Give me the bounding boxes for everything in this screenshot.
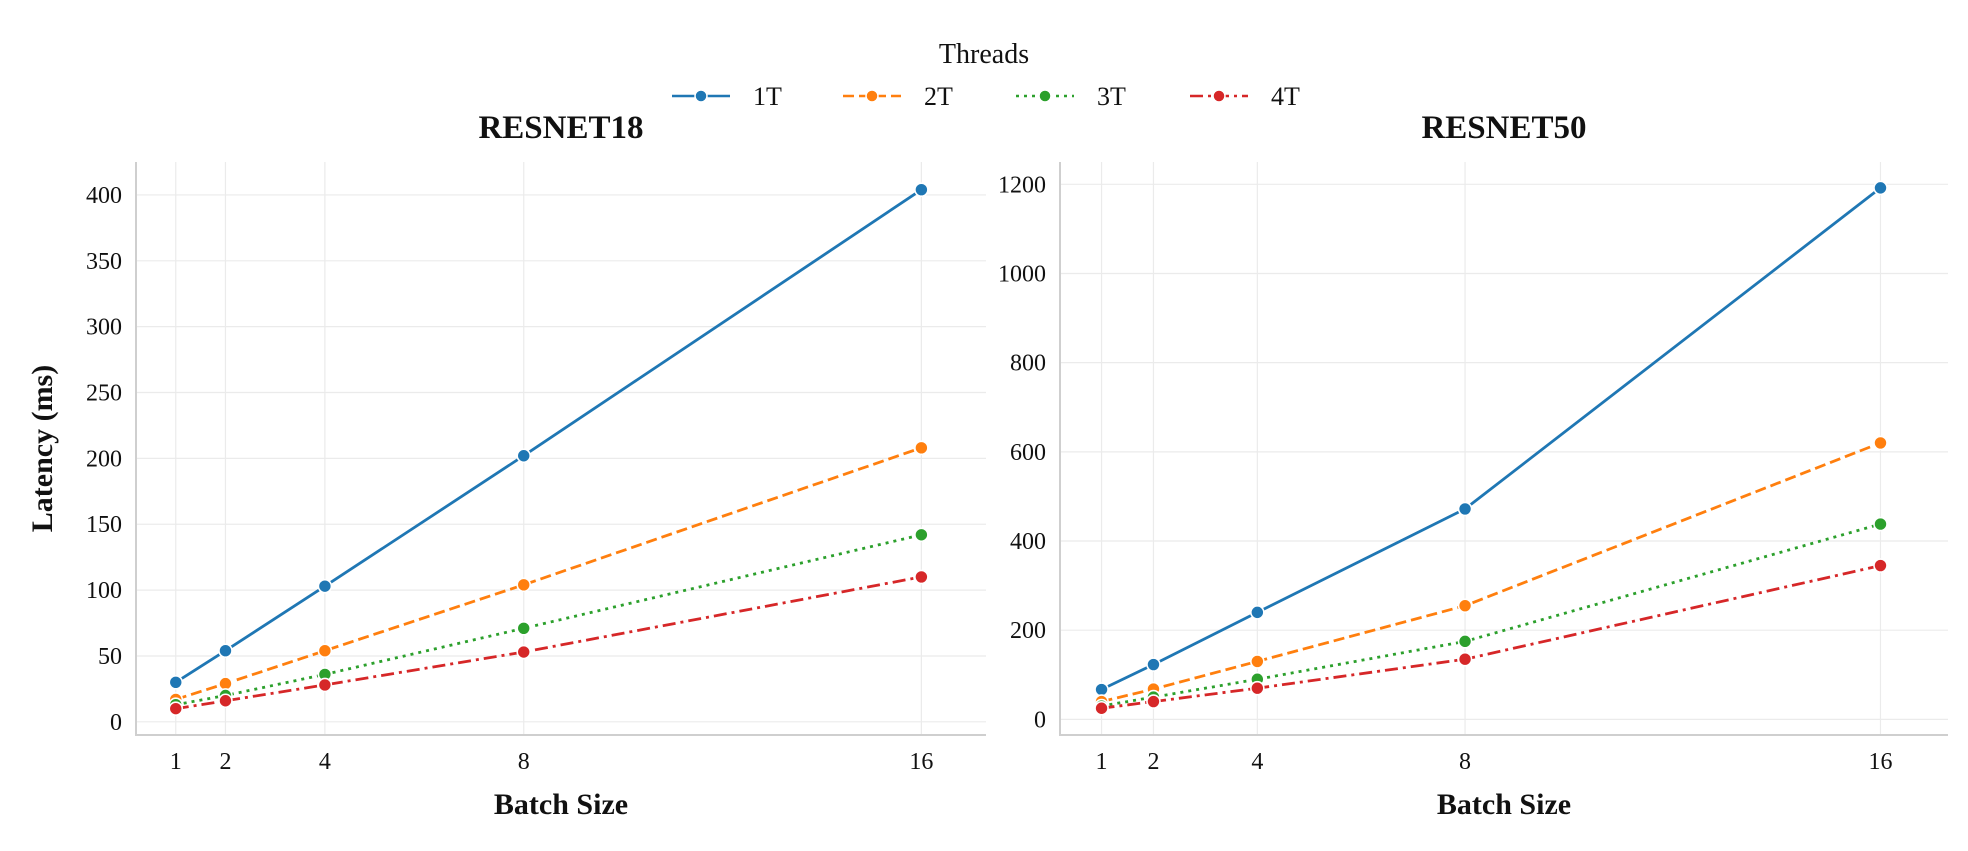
legend: Threads 1T 2T 3T 4T (672, 39, 1300, 111)
series-2t-point (1873, 435, 1888, 451)
series-1t-line (175, 188, 923, 684)
x-tick-label: 1 (1096, 749, 1108, 775)
series-3t-point (516, 621, 532, 636)
series-1t-point (168, 675, 184, 690)
y-tick-label: 600 (1010, 440, 1046, 466)
series-4t-point (1873, 558, 1888, 573)
y-tick-label: 400 (86, 183, 122, 209)
series-2t-point (516, 577, 532, 593)
legend-2t-label: 2T (924, 82, 953, 111)
series-2t-point (1457, 598, 1473, 613)
y-tick-label: 200 (86, 446, 122, 472)
x-tick-label: 16 (1868, 749, 1892, 775)
x-tick-label: 8 (1459, 749, 1471, 775)
series-1t-point (1094, 682, 1109, 697)
x-tick-label: 16 (909, 749, 933, 775)
series-2t-point (1250, 654, 1265, 669)
series-1t-line (1100, 186, 1882, 691)
legend-2t-marker-sample (865, 89, 879, 103)
legend-title: Threads (939, 39, 1029, 70)
x-tick-label: 4 (1251, 749, 1263, 775)
series-2t-line (175, 446, 922, 701)
x-tick-label: 8 (518, 749, 530, 775)
series-1t-point (1873, 180, 1888, 196)
series-4t-point (914, 569, 929, 585)
x-tick-label: 2 (219, 749, 231, 775)
x-axis-label: Batch Size (494, 788, 628, 821)
series-3t-line (175, 533, 922, 707)
y-tick-label: 1000 (998, 261, 1046, 287)
series-4t-point (1457, 651, 1473, 667)
y-tick-label: 250 (86, 381, 122, 407)
series-2t-line (1101, 441, 1882, 703)
series-4t-point (317, 677, 333, 693)
series-1t-point (1250, 605, 1265, 620)
y-tick-label: 400 (1010, 529, 1046, 555)
legend-1t-marker-sample (694, 89, 708, 103)
series-1t-point (1457, 501, 1473, 517)
series-4t-point (1146, 694, 1161, 709)
y-tick-label: 0 (1034, 707, 1046, 733)
series-1t-point (914, 182, 929, 197)
series-2t-point (218, 676, 233, 691)
axis-spines (135, 162, 986, 736)
y-tick-label: 350 (86, 249, 122, 275)
chart-panel-resnet50: 0 200 400 600 800 1000 1200 1 2 4 8 16 RESNET50 Batch… (998, 110, 1948, 821)
series-3t-point (1457, 634, 1473, 649)
series-4t-point (516, 644, 532, 660)
y-axis-label: Latency (ms) (26, 365, 59, 532)
y-tick-label: 1200 (998, 172, 1046, 198)
x-axis-label: Batch Size (1437, 788, 1571, 821)
series-3t-line (1101, 522, 1881, 708)
y-tick-label: 200 (1010, 618, 1046, 644)
series-4t-point (1250, 680, 1265, 696)
legend-1t-label: 1T (753, 82, 782, 111)
series-1t-point (317, 578, 333, 594)
series-1t-point (218, 643, 233, 658)
series-3t-point (1873, 516, 1888, 532)
series-4t-point (1094, 700, 1109, 716)
series-3t-point (914, 527, 929, 543)
series-4t-point (218, 693, 233, 709)
y-tick-label: 50 (98, 644, 122, 670)
chart-panel-resnet18: 0 50 100 150 200 250 300 350 400 1 2 4 8 16 RESNET18 Ba… (26, 110, 986, 821)
y-tick-label: 0 (110, 710, 122, 736)
y-tick-label: 800 (1010, 351, 1046, 377)
chart-title: RESNET50 (1421, 110, 1586, 146)
series-2t-point (914, 440, 929, 456)
legend-3t-label: 3T (1097, 82, 1126, 111)
series-4t-line (1101, 564, 1881, 710)
y-tick-label: 150 (86, 512, 122, 538)
x-tick-label: 2 (1147, 749, 1159, 775)
series-4t-line (175, 575, 922, 711)
legend-4t-label: 4T (1271, 82, 1300, 111)
series-1t-point (516, 448, 532, 464)
legend-4t-marker-sample (1212, 89, 1226, 103)
series-1t-point (1146, 657, 1161, 672)
axis-spines (1059, 162, 1948, 736)
series-4t-point (168, 701, 184, 716)
series-2t-point (317, 643, 333, 658)
x-tick-label: 4 (319, 749, 331, 775)
y-tick-label: 100 (86, 578, 122, 604)
legend-3t-marker-sample (1038, 89, 1052, 103)
chart-title: RESNET18 (478, 110, 643, 146)
x-tick-label: 1 (170, 749, 182, 775)
y-tick-label: 300 (86, 315, 122, 341)
